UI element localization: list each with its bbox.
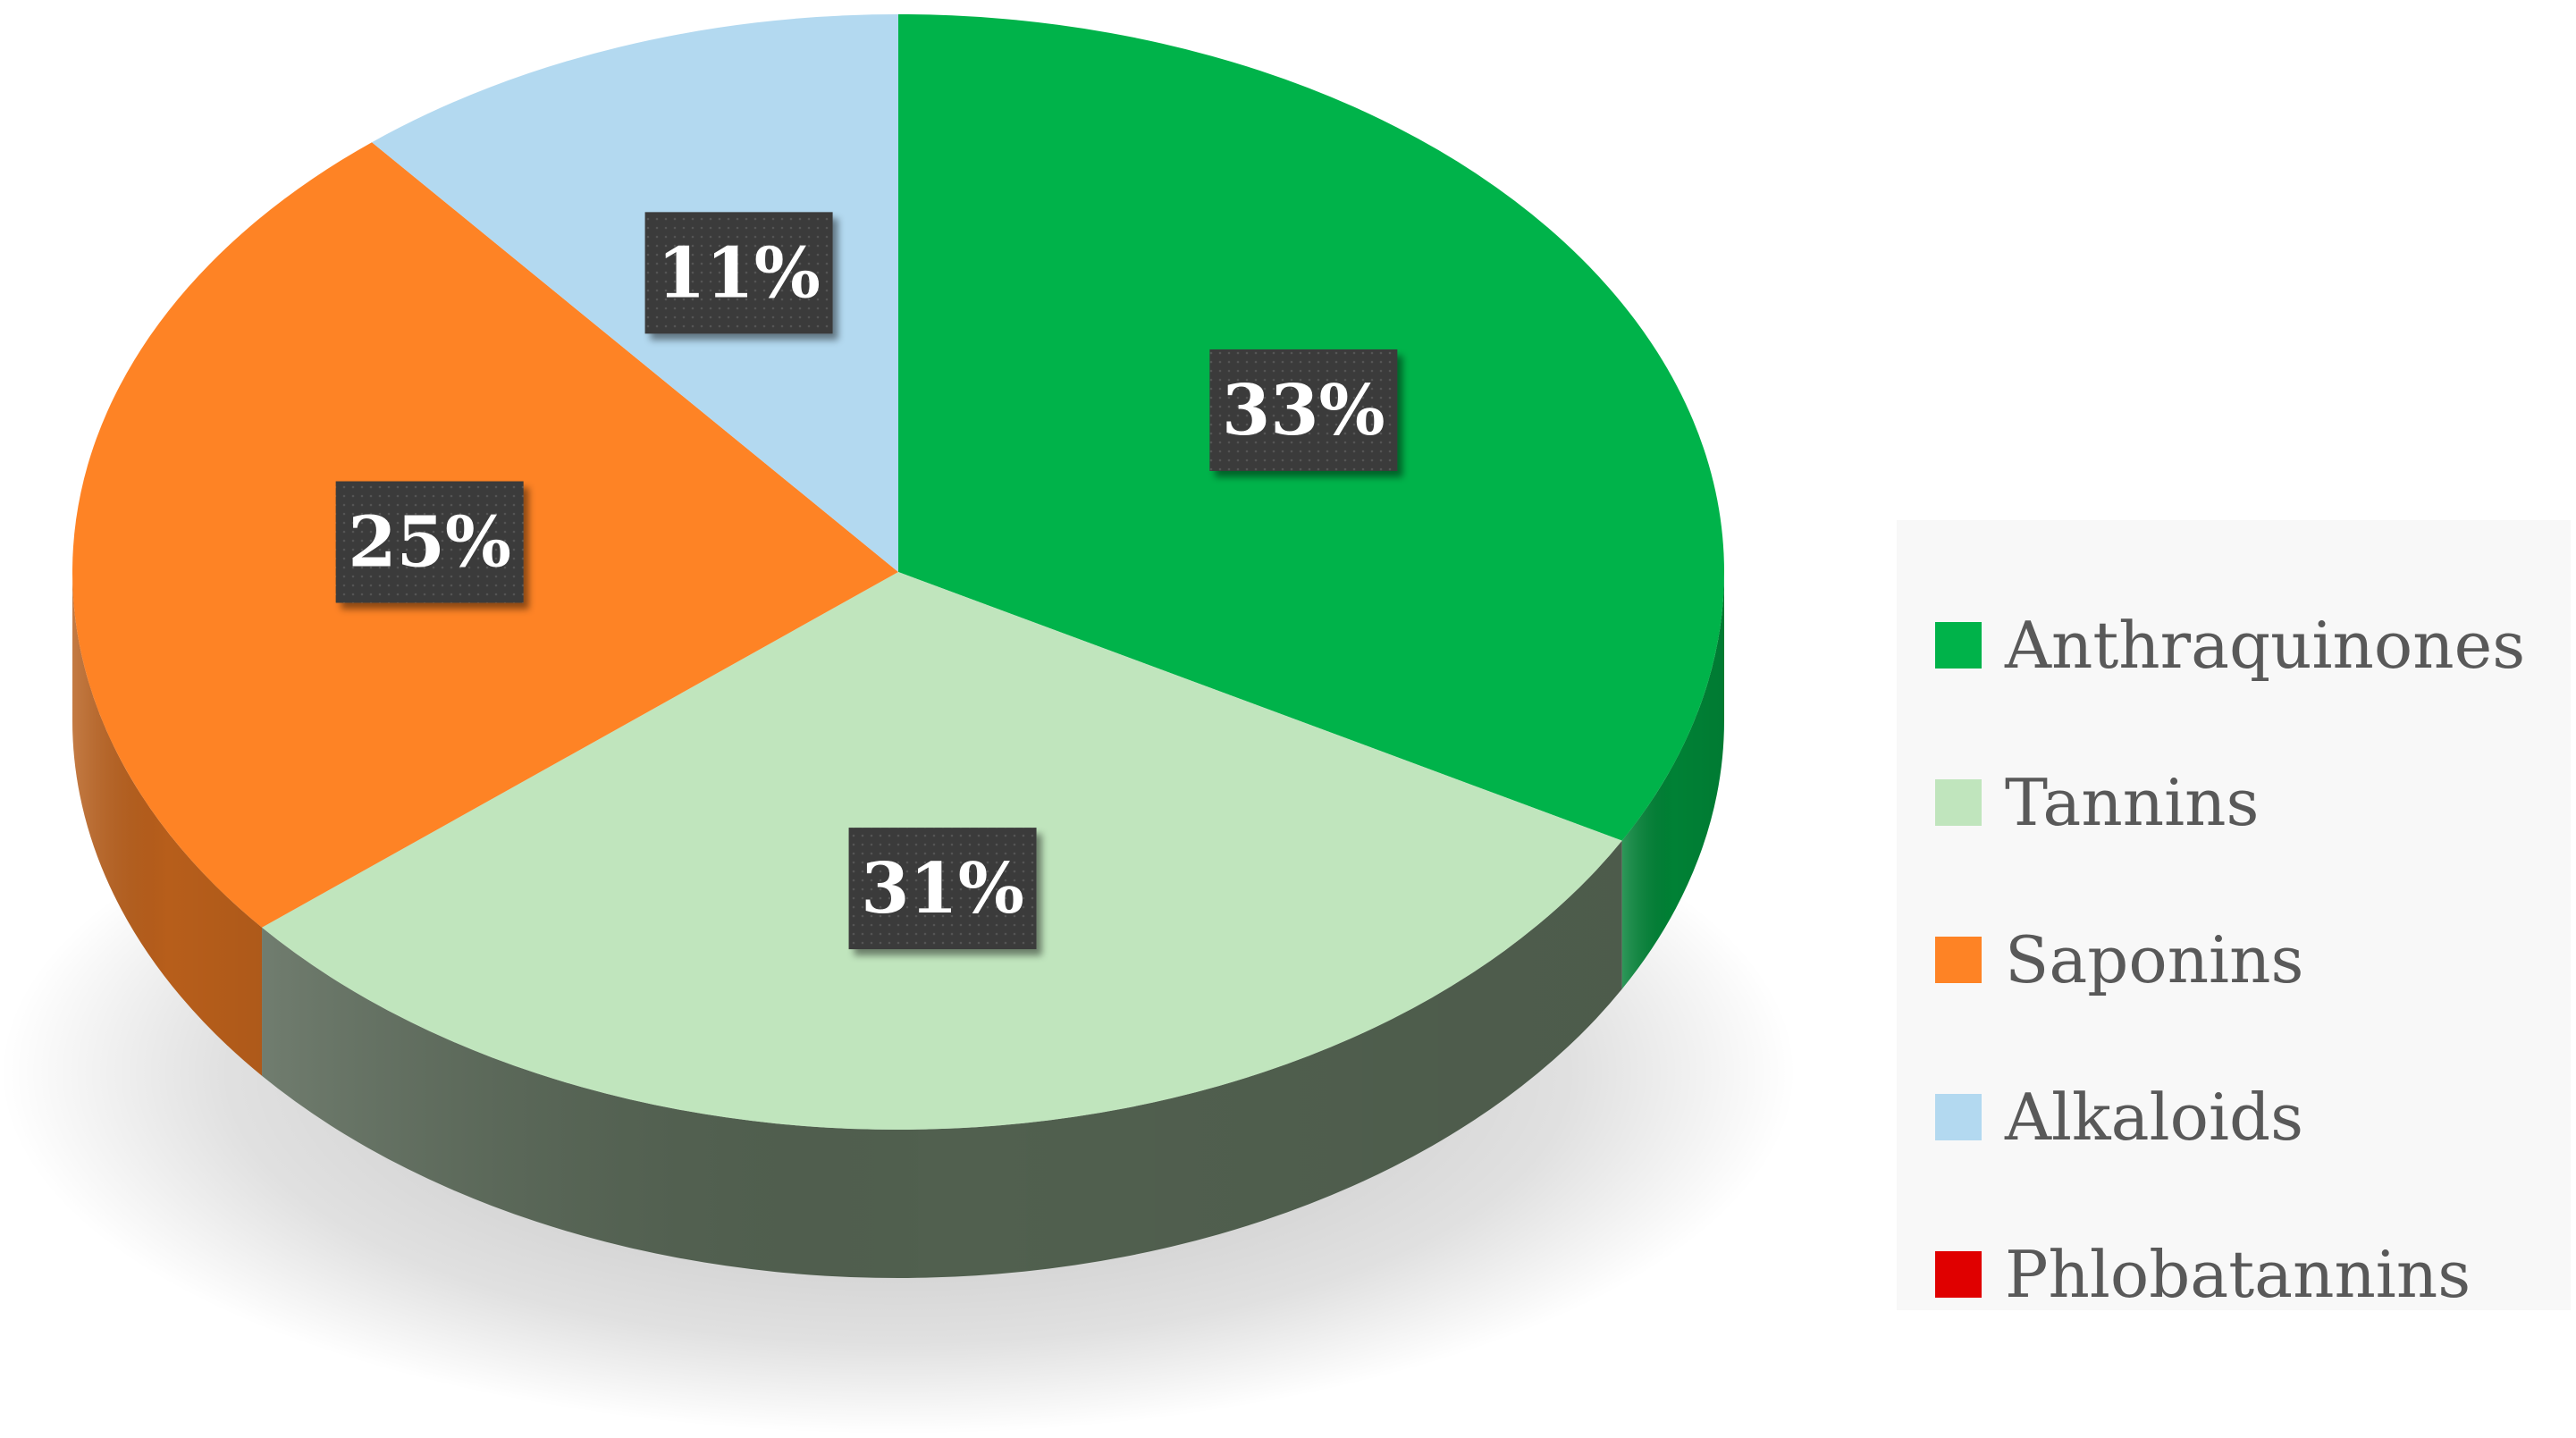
data-label-box-alkaloids (644, 212, 833, 334)
pie-data-labels: 33% 31% 25% 11% (335, 212, 1398, 950)
legend: Anthraquinones Tannins Saponins Alkaloids Ph… (1897, 520, 2571, 1312)
legend-swatch-alkaloids (1935, 1094, 1982, 1140)
legend-label-saponins: Saponins (2005, 922, 2304, 997)
data-label-box-anthraquinones (1209, 349, 1398, 471)
legend-item-tannins: Tannins (1897, 724, 2571, 881)
legend-item-saponins: Saponins (1897, 881, 2571, 1039)
data-label-box-tannins (848, 828, 1037, 950)
legend-label-tannins: Tannins (2005, 765, 2260, 840)
legend-label-anthraquinones: Anthraquinones (2005, 608, 2526, 683)
legend-item-alkaloids: Alkaloids (1897, 1039, 2571, 1196)
slice-alkaloids (372, 14, 898, 572)
legend-swatch-saponins (1935, 937, 1982, 983)
legend-item-phlobatannins: Phlobatannins (1897, 1196, 2571, 1353)
pie-slices (72, 14, 1725, 1130)
legend-label-alkaloids: Alkaloids (2005, 1080, 2304, 1155)
legend-label-phlobatannins: Phlobatannins (2005, 1237, 2471, 1312)
data-label-box-saponins (335, 481, 524, 603)
legend-swatch-phlobatannins (1935, 1251, 1982, 1298)
slice-side-shading-tannins (262, 840, 1622, 1278)
data-label-text-saponins: 25% (348, 502, 511, 584)
data-label-text-anthraquinones: 33% (1222, 370, 1385, 451)
legend-swatch-tannins (1935, 779, 1982, 826)
data-label-anthraquinones: 33% (1209, 349, 1398, 471)
pie-sides (72, 572, 1724, 1278)
legend-item-anthraquinones: Anthraquinones (1897, 567, 2571, 724)
data-label-text-tannins: 31% (861, 848, 1024, 929)
slice-side-shading-saponins (72, 572, 263, 1076)
legend-swatch-anthraquinones (1935, 622, 1982, 669)
data-label-tannins: 31% (848, 828, 1037, 950)
slice-side-shading-anthraquinones (1621, 572, 1724, 989)
data-label-saponins: 25% (335, 481, 524, 603)
data-label-text-alkaloids: 11% (657, 232, 821, 314)
data-label-alkaloids: 11% (644, 212, 833, 334)
